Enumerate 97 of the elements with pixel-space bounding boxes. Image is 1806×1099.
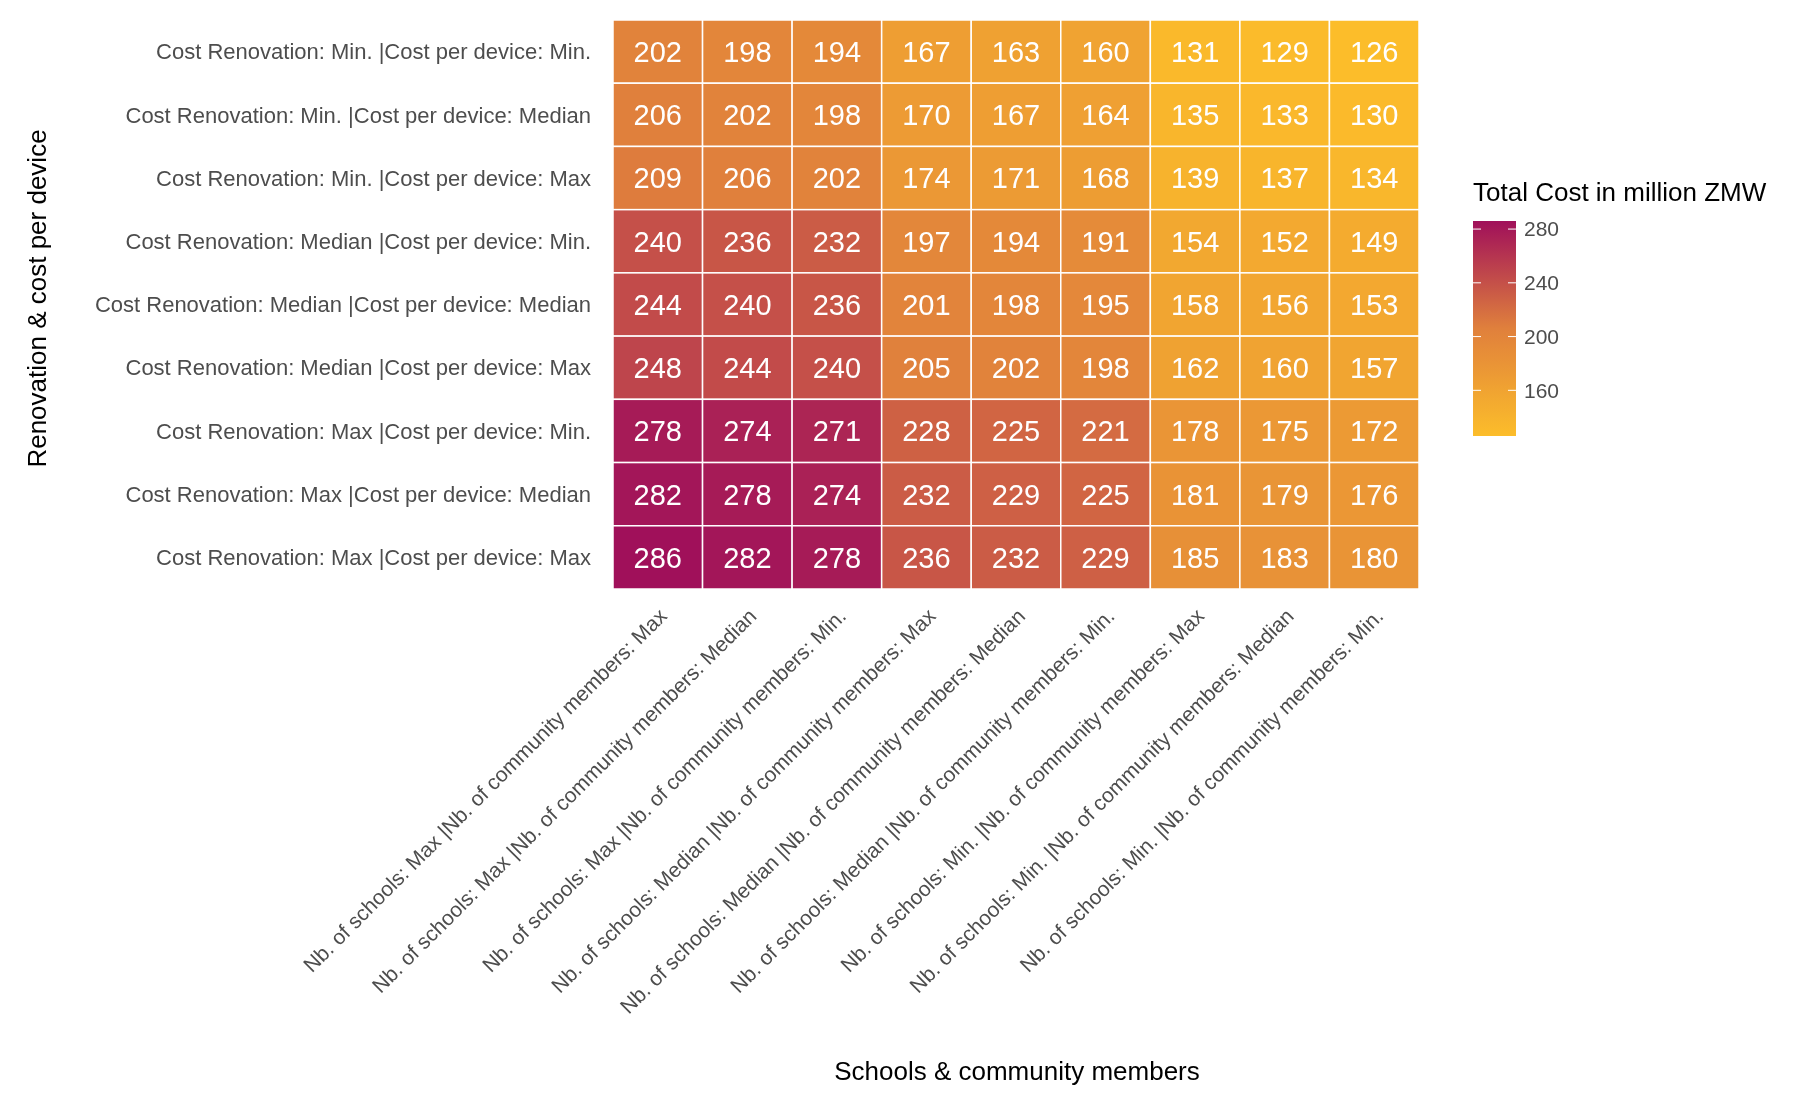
- color-bar-title: Total Cost in million ZMW: [1473, 177, 1767, 207]
- data-label: 205: [902, 352, 951, 385]
- data-label: 162: [1170, 352, 1220, 385]
- data-label: 286: [633, 541, 682, 574]
- data-label: 168: [1081, 162, 1130, 195]
- data-label: 194: [812, 36, 862, 69]
- y-tick-label: Cost Renovation: Max |Cost per device: Median: [125, 481, 591, 507]
- data-label: 149: [1350, 225, 1399, 258]
- data-label: 236: [812, 288, 862, 321]
- data-label: 278: [723, 478, 772, 511]
- data-label: 139: [1170, 162, 1220, 195]
- data-label: 158: [1170, 288, 1220, 321]
- y-tick-label: Cost Renovation: Min. |Cost per device: Median: [125, 102, 591, 128]
- data-label: 206: [633, 99, 682, 132]
- data-label: 152: [1260, 225, 1309, 258]
- data-label: 274: [812, 478, 862, 511]
- data-label: 274: [723, 415, 772, 448]
- data-label: 244: [723, 352, 772, 385]
- data-label: 175: [1260, 415, 1309, 448]
- data-label: 202: [812, 162, 862, 195]
- data-label: 278: [633, 415, 682, 448]
- data-label: 198: [723, 36, 772, 69]
- data-label: 236: [723, 225, 772, 258]
- data-label: 129: [1260, 36, 1309, 69]
- data-label: 180: [1350, 541, 1399, 574]
- data-label: 164: [1081, 99, 1130, 132]
- data-label: 153: [1350, 288, 1399, 321]
- y-tick-label: Cost Renovation: Median |Cost per device: Min.: [125, 228, 591, 254]
- y-tick-label: Cost Renovation: Min. |Cost per device: Min.: [156, 39, 591, 65]
- x-axis-title: Schools & community members: [834, 1056, 1200, 1086]
- data-label: 160: [1081, 36, 1130, 69]
- color-bar-label: 240: [1524, 271, 1560, 295]
- data-label: 206: [723, 162, 772, 195]
- y-tick-label: Cost Renovation: Median |Cost per device: Max: [125, 355, 591, 381]
- data-label: 232: [812, 225, 862, 258]
- data-label: 154: [1170, 225, 1220, 258]
- data-label: 282: [633, 478, 682, 511]
- data-label: 174: [902, 162, 951, 195]
- color-bar-label: 160: [1524, 378, 1560, 402]
- color-bar-label: 280: [1524, 217, 1560, 241]
- data-label: 194: [991, 225, 1041, 258]
- data-label: 133: [1260, 99, 1309, 132]
- data-label: 198: [812, 99, 862, 132]
- data-label: 202: [633, 36, 682, 69]
- data-label: 183: [1260, 541, 1309, 574]
- data-label: 244: [633, 288, 682, 321]
- data-label: 195: [1081, 288, 1130, 321]
- data-label: 282: [723, 541, 772, 574]
- y-tick-label: Cost Renovation: Median |Cost per device: Median: [94, 292, 591, 318]
- y-tick-label: Cost Renovation: Max |Cost per device: Max: [156, 545, 591, 571]
- data-label: 221: [1081, 415, 1130, 448]
- data-label: 236: [902, 541, 951, 574]
- data-label: 167: [902, 36, 951, 69]
- data-label: 160: [1260, 352, 1309, 385]
- data-label: 170: [902, 99, 951, 132]
- data-label: 181: [1170, 478, 1220, 511]
- data-label: 191: [1081, 225, 1130, 258]
- data-label: 278: [812, 541, 862, 574]
- data-label: 240: [633, 225, 682, 258]
- data-label: 126: [1350, 36, 1399, 69]
- data-label: 229: [1081, 541, 1130, 574]
- data-label: 202: [991, 352, 1041, 385]
- y-axis-title: Renovation & cost per device: [22, 129, 52, 468]
- data-label: 135: [1170, 99, 1220, 132]
- data-label: 137: [1260, 162, 1309, 195]
- data-label: 130: [1350, 99, 1399, 132]
- data-label: 171: [991, 162, 1041, 195]
- data-label: 202: [723, 99, 772, 132]
- data-label: 185: [1170, 541, 1220, 574]
- data-label: 240: [812, 352, 862, 385]
- data-label: 176: [1350, 478, 1399, 511]
- data-label: 156: [1260, 288, 1309, 321]
- data-label: 157: [1350, 352, 1399, 385]
- data-label: 198: [1081, 352, 1130, 385]
- data-label: 201: [902, 288, 951, 321]
- data-label: 225: [991, 415, 1041, 448]
- data-label: 197: [902, 225, 951, 258]
- data-label: 232: [902, 478, 951, 511]
- data-label: 172: [1350, 415, 1399, 448]
- data-label: 271: [812, 415, 862, 448]
- y-tick-label: Cost Renovation: Min. |Cost per device: Max: [156, 165, 591, 191]
- data-label: 178: [1170, 415, 1220, 448]
- data-label: 248: [633, 352, 682, 385]
- data-label: 163: [991, 36, 1041, 69]
- data-label: 229: [991, 478, 1041, 511]
- data-label: 198: [991, 288, 1041, 321]
- color-bar-label: 200: [1524, 324, 1560, 348]
- data-label: 240: [723, 288, 772, 321]
- data-label: 228: [902, 415, 951, 448]
- y-tick-label: Cost Renovation: Max |Cost per device: Min.: [156, 418, 591, 444]
- data-label: 167: [991, 99, 1041, 132]
- data-label: 134: [1350, 162, 1399, 195]
- data-label: 225: [1081, 478, 1130, 511]
- data-label: 179: [1260, 478, 1309, 511]
- data-label: 131: [1170, 36, 1220, 69]
- data-label: 209: [633, 162, 682, 195]
- data-label: 232: [991, 541, 1041, 574]
